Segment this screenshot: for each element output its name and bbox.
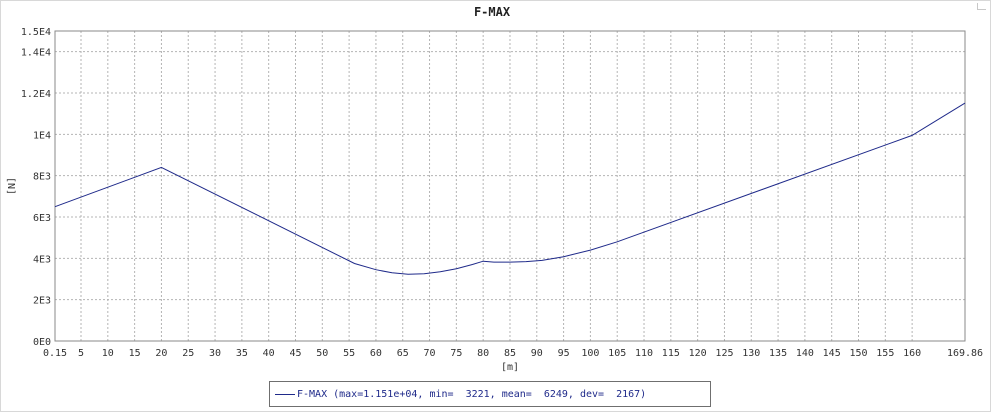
x-tick-label: 125	[715, 348, 733, 359]
x-tick-label: 105	[608, 348, 626, 359]
y-tick-label: 1.5E4	[21, 27, 51, 38]
x-tick-label: 169.86	[947, 348, 983, 359]
grid-lines	[54, 30, 966, 342]
y-axis-label: [N]	[5, 177, 16, 195]
x-tick-label: 100	[581, 348, 599, 359]
y-tick-label: 6E3	[33, 213, 51, 224]
x-tick-label: 15	[129, 348, 141, 359]
x-tick-label: 10	[102, 348, 114, 359]
x-tick-label: 85	[504, 348, 516, 359]
x-tick-label: 35	[236, 348, 248, 359]
x-tick-label: 50	[316, 348, 328, 359]
series-line-f-max	[54, 102, 966, 275]
x-tick-label: 80	[477, 348, 489, 359]
x-tick-label: 40	[263, 348, 275, 359]
x-tick-label: 130	[742, 348, 760, 359]
x-tick-label: 95	[558, 348, 570, 359]
x-tick-label: 115	[662, 348, 680, 359]
x-tick-label: 145	[823, 348, 841, 359]
x-tick-label: 45	[289, 348, 301, 359]
y-tick-label: 2E3	[33, 296, 51, 307]
legend-entry-f-max: F-MAX (max=1.151e+04, min= 3221, mean= 6…	[297, 388, 647, 400]
x-tick-label: 0.15	[43, 348, 67, 359]
y-tick-label: 1E4	[33, 130, 51, 141]
y-tick-label: 1.4E4	[21, 48, 51, 59]
y-tick-label: 0E0	[33, 337, 51, 348]
y-tick-label: 8E3	[33, 172, 51, 183]
chart-title: F-MAX	[474, 5, 511, 19]
y-axis-tick-labels: 0E0 2E3 4E3 6E3 8E3 1E4 1.2E4 1.4E4 1.5E4	[21, 27, 51, 348]
y-tick-label: 1.2E4	[21, 89, 51, 100]
x-tick-label: 120	[689, 348, 707, 359]
x-tick-label: 30	[209, 348, 221, 359]
legend: F-MAX (max=1.151e+04, min= 3221, mean= 6…	[269, 381, 711, 407]
plot-area	[54, 30, 966, 342]
x-tick-label: 90	[531, 348, 543, 359]
x-tick-label: 25	[182, 348, 194, 359]
x-tick-label: 65	[397, 348, 409, 359]
x-axis-label: [m]	[501, 362, 519, 373]
x-tick-label: 5	[78, 348, 84, 359]
x-tick-label: 55	[343, 348, 355, 359]
x-tick-label: 70	[424, 348, 436, 359]
x-tick-label: 20	[155, 348, 167, 359]
x-axis-tick-labels: 0.15 5 10 15 20 25 30 35 40 45 50 55 60 65 70 75 80 85 90 9…	[43, 348, 983, 359]
x-tick-label: 140	[796, 348, 814, 359]
legend-swatch-f-max	[275, 393, 295, 395]
x-tick-label: 75	[450, 348, 462, 359]
resize-corner-icon	[977, 3, 986, 10]
y-tick-label: 4E3	[33, 254, 51, 265]
x-tick-label: 155	[876, 348, 894, 359]
x-tick-label: 60	[370, 348, 382, 359]
x-tick-label: 135	[769, 348, 787, 359]
x-tick-label: 110	[635, 348, 653, 359]
x-tick-label: 150	[849, 348, 867, 359]
x-tick-label: 160	[903, 348, 921, 359]
